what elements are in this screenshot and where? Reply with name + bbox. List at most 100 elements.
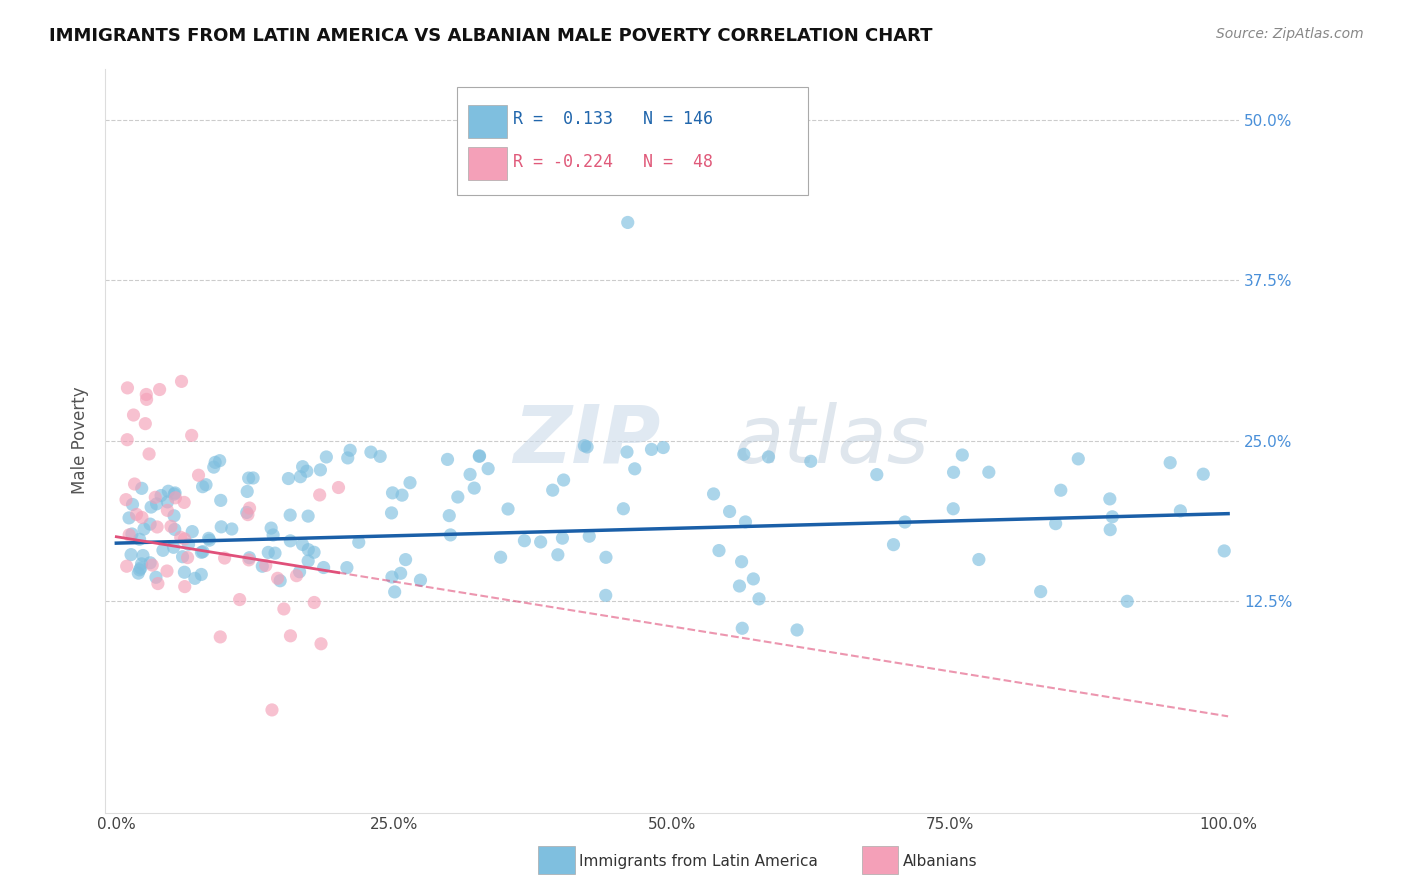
Point [703, 487, 725, 501]
Point [786, 623, 808, 637]
Point [150, 489, 173, 503]
Point [122, 408, 145, 422]
Point [198, 533, 221, 548]
Point [748, 591, 770, 606]
Point [181, 524, 204, 539]
Point [616, 215, 638, 229]
Point [640, 442, 662, 457]
Point [139, 517, 162, 532]
Point [616, 445, 638, 459]
Point [165, 491, 187, 505]
Point [191, 480, 214, 494]
Point [163, 523, 186, 537]
Point [163, 508, 186, 523]
Point [170, 530, 193, 544]
Point [297, 509, 319, 524]
Point [381, 486, 404, 500]
Point [576, 440, 599, 454]
Point [139, 556, 162, 570]
Point [731, 621, 754, 635]
Point [380, 506, 402, 520]
Point [278, 508, 301, 522]
Point [280, 629, 302, 643]
Text: Albanians: Albanians [903, 855, 977, 869]
Point [118, 511, 141, 525]
Point [165, 486, 187, 500]
Point [172, 549, 194, 564]
Point [238, 550, 260, 565]
Point [273, 602, 295, 616]
Point [242, 471, 264, 485]
Point [145, 497, 167, 511]
Point [336, 450, 359, 465]
Point [399, 475, 422, 490]
Point [291, 459, 314, 474]
Point [170, 375, 193, 389]
Point [173, 566, 195, 580]
Point [260, 703, 283, 717]
Point [595, 550, 617, 565]
Point [131, 481, 153, 495]
Point [312, 560, 335, 574]
Point [381, 570, 404, 584]
Point [214, 551, 236, 566]
Point [489, 550, 512, 565]
Point [894, 515, 917, 529]
Point [1213, 544, 1236, 558]
Point [496, 502, 519, 516]
Point [262, 528, 284, 542]
Point [612, 501, 634, 516]
Point [121, 498, 143, 512]
Point [942, 501, 965, 516]
Point [146, 576, 169, 591]
Point [347, 535, 370, 549]
Point [115, 492, 138, 507]
Point [254, 558, 277, 573]
Point [288, 565, 311, 579]
Point [623, 462, 645, 476]
Point [439, 528, 461, 542]
Point [138, 447, 160, 461]
Point [156, 495, 179, 509]
Point [707, 543, 730, 558]
Point [1101, 509, 1123, 524]
Point [339, 443, 361, 458]
Point [309, 463, 332, 477]
Point [1029, 584, 1052, 599]
Point [236, 505, 259, 519]
Point [236, 484, 259, 499]
Point [197, 532, 219, 546]
Point [541, 483, 564, 498]
Point [139, 500, 162, 514]
Point [409, 573, 432, 587]
Point [295, 464, 318, 478]
Point [734, 515, 756, 529]
Point [285, 568, 308, 582]
Point [302, 595, 325, 609]
Point [131, 557, 153, 571]
Point [1116, 594, 1139, 608]
Point [758, 450, 780, 464]
Point [146, 520, 169, 534]
Point [436, 452, 458, 467]
Point [228, 592, 250, 607]
Point [264, 546, 287, 560]
Point [187, 468, 209, 483]
Point [530, 535, 553, 549]
Point [221, 522, 243, 536]
Point [131, 510, 153, 524]
Text: Immigrants from Latin America: Immigrants from Latin America [579, 855, 818, 869]
Point [143, 491, 166, 505]
FancyBboxPatch shape [468, 147, 506, 180]
Point [173, 495, 195, 509]
FancyBboxPatch shape [457, 87, 808, 195]
Point [163, 487, 186, 501]
Point [128, 533, 150, 547]
Point [291, 537, 314, 551]
Point [728, 579, 751, 593]
Point [553, 473, 575, 487]
Text: atlas: atlas [734, 401, 929, 480]
Point [127, 566, 149, 581]
Point [184, 571, 207, 585]
Point [238, 471, 260, 485]
